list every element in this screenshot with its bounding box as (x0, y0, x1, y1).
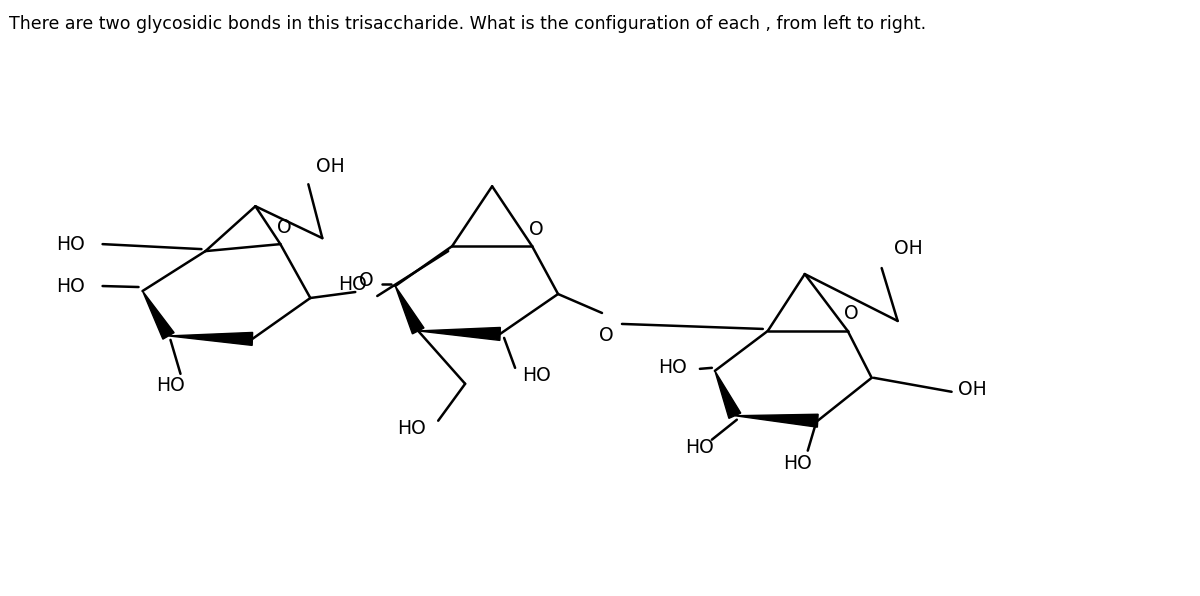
Polygon shape (715, 371, 740, 418)
Polygon shape (734, 414, 818, 427)
Text: HO: HO (784, 454, 812, 473)
Text: O: O (845, 305, 859, 324)
Text: HO: HO (685, 438, 714, 457)
Text: OH: OH (894, 239, 923, 258)
Polygon shape (168, 333, 253, 346)
Text: HO: HO (55, 277, 84, 296)
Text: O: O (277, 218, 292, 237)
Polygon shape (395, 286, 424, 334)
Text: HO: HO (338, 275, 367, 294)
Text: HO: HO (55, 235, 84, 254)
Polygon shape (419, 327, 500, 340)
Text: There are two glycosidic bonds in this trisaccharide. What is the configuration : There are two glycosidic bonds in this t… (8, 15, 926, 33)
Text: O: O (599, 327, 613, 346)
Text: HO: HO (658, 358, 686, 377)
Text: HO: HO (397, 419, 426, 438)
Text: O: O (359, 271, 373, 290)
Text: HO: HO (156, 376, 185, 395)
Text: HO: HO (522, 367, 551, 386)
Polygon shape (143, 291, 174, 339)
Text: OH: OH (317, 157, 346, 176)
Text: O: O (529, 220, 544, 238)
Text: OH: OH (958, 380, 986, 399)
